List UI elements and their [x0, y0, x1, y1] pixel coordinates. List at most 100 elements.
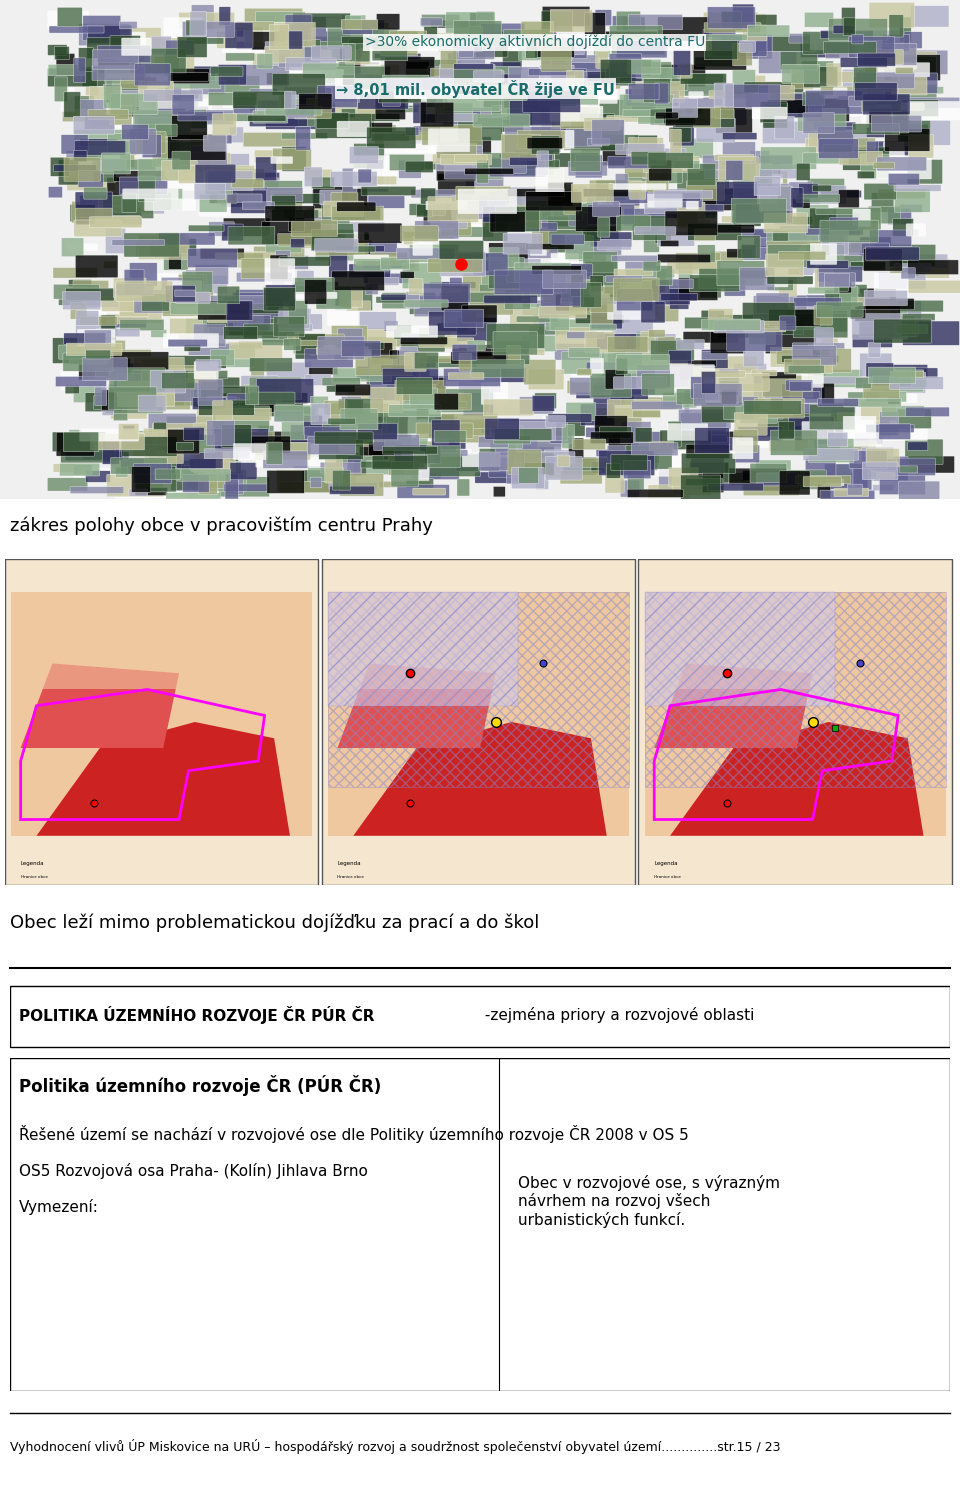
FancyBboxPatch shape [907, 86, 944, 94]
FancyBboxPatch shape [286, 107, 334, 118]
FancyBboxPatch shape [224, 327, 258, 339]
FancyBboxPatch shape [138, 175, 156, 201]
Polygon shape [21, 664, 180, 748]
FancyBboxPatch shape [76, 310, 99, 325]
FancyBboxPatch shape [343, 74, 354, 85]
FancyBboxPatch shape [747, 14, 766, 32]
FancyBboxPatch shape [709, 91, 750, 98]
FancyBboxPatch shape [756, 165, 798, 178]
FancyBboxPatch shape [106, 390, 163, 414]
FancyBboxPatch shape [473, 71, 504, 82]
FancyBboxPatch shape [230, 191, 267, 213]
FancyBboxPatch shape [118, 373, 141, 396]
FancyBboxPatch shape [873, 380, 926, 387]
FancyBboxPatch shape [479, 452, 524, 470]
FancyBboxPatch shape [454, 64, 493, 83]
FancyBboxPatch shape [225, 296, 283, 319]
FancyBboxPatch shape [444, 401, 467, 408]
FancyBboxPatch shape [60, 451, 116, 463]
FancyBboxPatch shape [55, 77, 67, 101]
FancyBboxPatch shape [599, 426, 632, 438]
FancyBboxPatch shape [114, 91, 142, 106]
FancyBboxPatch shape [130, 263, 157, 286]
FancyBboxPatch shape [342, 422, 397, 446]
FancyBboxPatch shape [630, 334, 676, 358]
FancyBboxPatch shape [767, 277, 813, 284]
FancyBboxPatch shape [781, 355, 839, 363]
FancyBboxPatch shape [254, 443, 310, 460]
FancyBboxPatch shape [491, 425, 523, 437]
FancyBboxPatch shape [851, 310, 866, 319]
FancyBboxPatch shape [596, 51, 609, 68]
FancyBboxPatch shape [78, 171, 104, 187]
FancyBboxPatch shape [337, 121, 370, 136]
FancyBboxPatch shape [439, 39, 482, 51]
FancyBboxPatch shape [169, 234, 185, 240]
FancyBboxPatch shape [491, 440, 538, 455]
FancyBboxPatch shape [216, 168, 265, 191]
FancyBboxPatch shape [628, 469, 644, 490]
FancyBboxPatch shape [191, 5, 214, 30]
FancyBboxPatch shape [450, 260, 502, 271]
FancyBboxPatch shape [164, 171, 194, 180]
FancyBboxPatch shape [86, 38, 130, 59]
FancyBboxPatch shape [419, 419, 473, 432]
FancyBboxPatch shape [324, 458, 343, 482]
FancyBboxPatch shape [810, 30, 845, 50]
FancyBboxPatch shape [273, 74, 325, 95]
FancyBboxPatch shape [330, 404, 389, 426]
Text: Hranice obce: Hranice obce [21, 875, 47, 878]
FancyBboxPatch shape [373, 177, 396, 184]
FancyBboxPatch shape [732, 198, 786, 224]
FancyBboxPatch shape [806, 98, 850, 121]
FancyBboxPatch shape [808, 438, 853, 463]
FancyBboxPatch shape [449, 254, 505, 272]
FancyBboxPatch shape [590, 135, 638, 151]
FancyBboxPatch shape [529, 82, 565, 92]
FancyBboxPatch shape [126, 132, 165, 141]
FancyBboxPatch shape [212, 113, 236, 135]
FancyBboxPatch shape [222, 224, 243, 240]
FancyBboxPatch shape [536, 168, 564, 192]
FancyBboxPatch shape [555, 328, 597, 349]
FancyBboxPatch shape [400, 272, 414, 278]
FancyBboxPatch shape [74, 57, 85, 83]
FancyBboxPatch shape [514, 263, 571, 283]
FancyBboxPatch shape [206, 420, 235, 446]
FancyBboxPatch shape [531, 136, 560, 154]
FancyBboxPatch shape [70, 204, 127, 222]
FancyBboxPatch shape [656, 112, 679, 119]
FancyBboxPatch shape [762, 200, 789, 222]
FancyBboxPatch shape [855, 378, 871, 389]
FancyBboxPatch shape [236, 272, 292, 281]
FancyBboxPatch shape [197, 145, 225, 169]
FancyBboxPatch shape [138, 234, 189, 260]
FancyBboxPatch shape [188, 225, 224, 231]
FancyBboxPatch shape [541, 109, 555, 135]
FancyBboxPatch shape [208, 222, 234, 236]
FancyBboxPatch shape [227, 393, 248, 402]
FancyBboxPatch shape [854, 83, 898, 101]
FancyBboxPatch shape [566, 402, 596, 420]
FancyBboxPatch shape [274, 405, 319, 422]
FancyBboxPatch shape [346, 109, 374, 133]
FancyBboxPatch shape [251, 358, 264, 378]
FancyBboxPatch shape [371, 387, 403, 413]
FancyBboxPatch shape [822, 448, 858, 461]
FancyBboxPatch shape [717, 260, 764, 286]
FancyBboxPatch shape [329, 485, 374, 494]
FancyBboxPatch shape [806, 260, 849, 268]
FancyBboxPatch shape [566, 70, 584, 85]
FancyBboxPatch shape [677, 389, 706, 405]
FancyBboxPatch shape [80, 195, 125, 206]
FancyBboxPatch shape [772, 94, 823, 118]
FancyBboxPatch shape [607, 446, 658, 470]
FancyBboxPatch shape [144, 445, 183, 464]
FancyBboxPatch shape [902, 313, 935, 321]
FancyBboxPatch shape [373, 23, 389, 42]
FancyBboxPatch shape [442, 413, 497, 428]
FancyBboxPatch shape [156, 124, 178, 136]
FancyBboxPatch shape [218, 65, 247, 85]
FancyBboxPatch shape [138, 395, 166, 411]
FancyBboxPatch shape [265, 42, 289, 65]
